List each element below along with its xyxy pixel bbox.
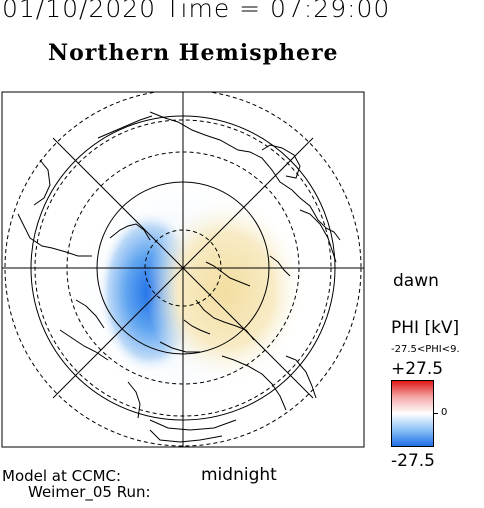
date-time-header: 01/10/2020 Time = 07:29:00 <box>2 0 391 23</box>
positive-cell <box>146 195 306 385</box>
colorbar-mid-label: 0 <box>441 407 448 418</box>
run-label: Weimer_05 Run: <box>28 483 151 501</box>
meridians <box>2 92 364 447</box>
midnight-label: midnight <box>201 465 277 485</box>
coastlines <box>17 111 341 443</box>
colorbar-frame <box>391 380 434 447</box>
colorbar-gradient <box>392 381 433 446</box>
hemisphere-title: Northern Hemisphere <box>48 40 339 66</box>
colorbar-title: PHI [kV] <box>391 318 460 338</box>
model-label: Model at CCMC: <box>2 467 122 485</box>
dawn-label: dawn <box>393 271 439 291</box>
colorbar-min-label: -27.5 <box>391 451 435 471</box>
colorbar-zero-tick <box>434 413 438 414</box>
colorbar-range-text: -27.5<PHI<9. <box>391 344 460 355</box>
colorbar-max-label: +27.5 <box>391 359 444 379</box>
